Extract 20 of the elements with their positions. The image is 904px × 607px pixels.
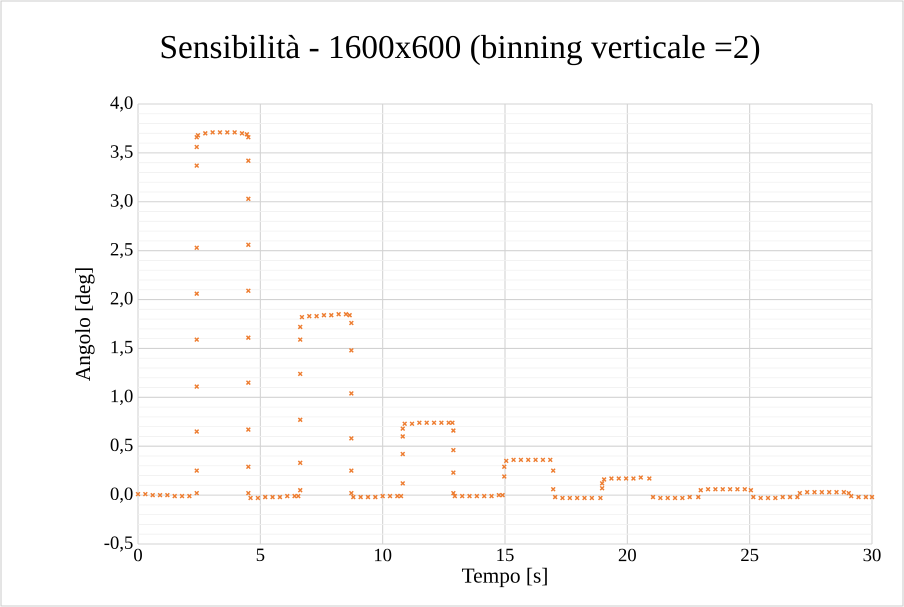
y-tick-label: 1,0 [112, 390, 133, 405]
y-tick-label: 3,0 [110, 194, 133, 210]
x-tick-label: 25 [741, 548, 758, 562]
y-tick-label: 0,0 [110, 487, 133, 503]
y-tick-label: 0,5 [110, 438, 133, 454]
y-tick-label: -0,5 [104, 536, 133, 552]
y-tick-label: 4,0 [110, 96, 133, 112]
y-tick-label: 1,5 [112, 340, 133, 356]
x-tick-label: 0 [134, 548, 142, 562]
y-tick-label: 2,5 [110, 243, 133, 258]
x-axis-title: Tempo [s] [462, 568, 547, 588]
chart-title: Sensibilità - 1600x600 (binning verticale =2) [162, 34, 760, 66]
x-tick-label: 20 [618, 548, 636, 562]
y-axis-title: Angolo [deg] [75, 268, 95, 381]
x-tick-label: 5 [256, 548, 264, 562]
x-tick-label: 15 [497, 548, 514, 562]
y-tick-label: 3,5 [110, 145, 133, 160]
x-tick-label: 10 [374, 548, 392, 562]
x-tick-label: 30 [864, 548, 881, 562]
y-tick-label: 2,0 [110, 292, 133, 308]
